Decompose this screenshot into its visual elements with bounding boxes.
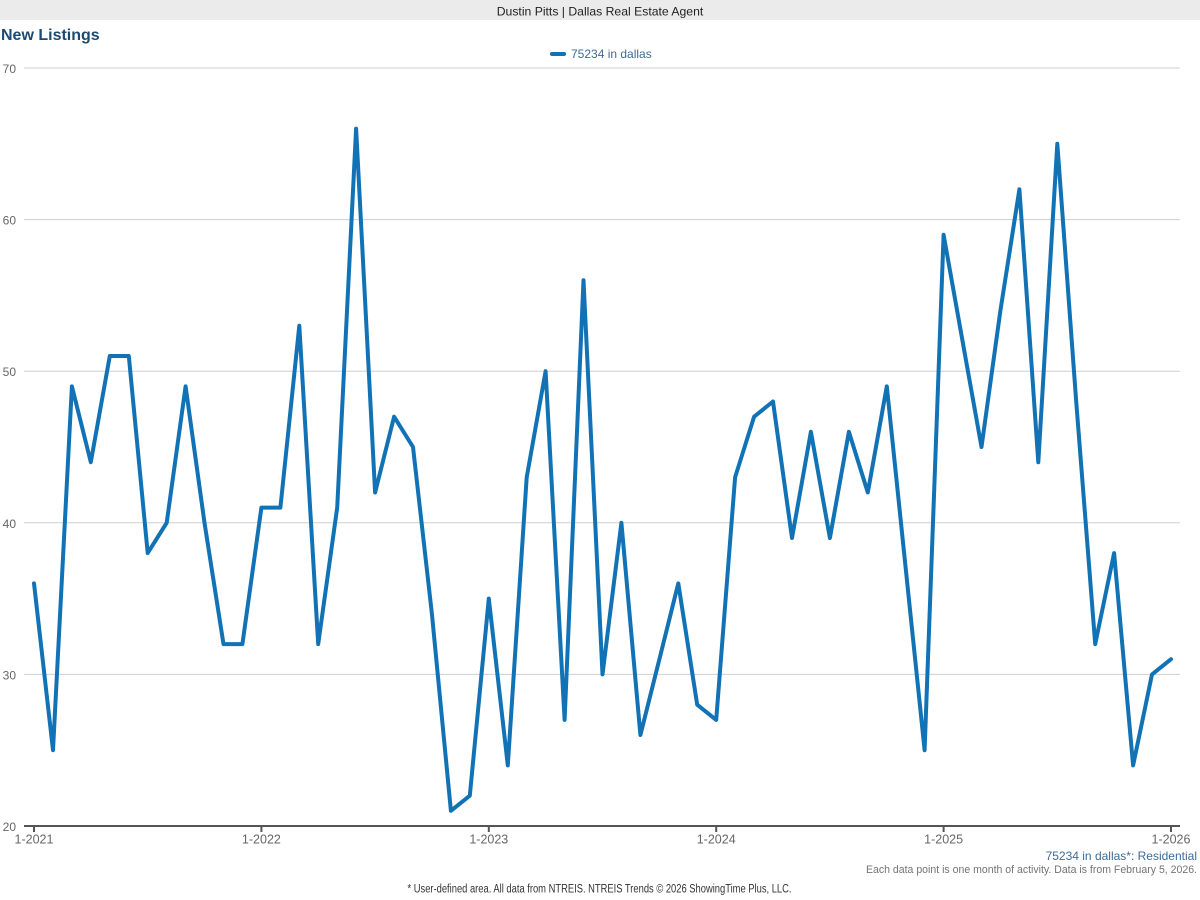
svg-text:20: 20 (3, 820, 17, 834)
svg-text:30: 30 (3, 668, 17, 682)
svg-text:1-2025: 1-2025 (924, 833, 963, 847)
svg-text:Each data point is one month o: Each data point is one month of activity… (866, 864, 1197, 876)
svg-text:75234 in dallas*: Residential: 75234 in dallas*: Residential (1046, 849, 1197, 863)
svg-text:70: 70 (3, 62, 17, 76)
svg-text:1-2021: 1-2021 (15, 833, 54, 847)
svg-text:* User-defined area. All data: * User-defined area. All data from NTREI… (408, 884, 792, 896)
svg-text:1-2026: 1-2026 (1152, 833, 1191, 847)
svg-text:1-2023: 1-2023 (469, 833, 508, 847)
svg-text:75234 in dallas: 75234 in dallas (571, 47, 652, 61)
svg-text:60: 60 (3, 214, 17, 228)
svg-text:50: 50 (3, 365, 17, 379)
svg-text:Dustin Pitts | Dallas Real Est: Dustin Pitts | Dallas Real Estate Agent (497, 5, 704, 19)
svg-text:40: 40 (3, 517, 17, 531)
svg-text:New Listings: New Listings (1, 27, 100, 44)
svg-text:1-2022: 1-2022 (242, 833, 281, 847)
svg-text:1-2024: 1-2024 (697, 833, 736, 847)
